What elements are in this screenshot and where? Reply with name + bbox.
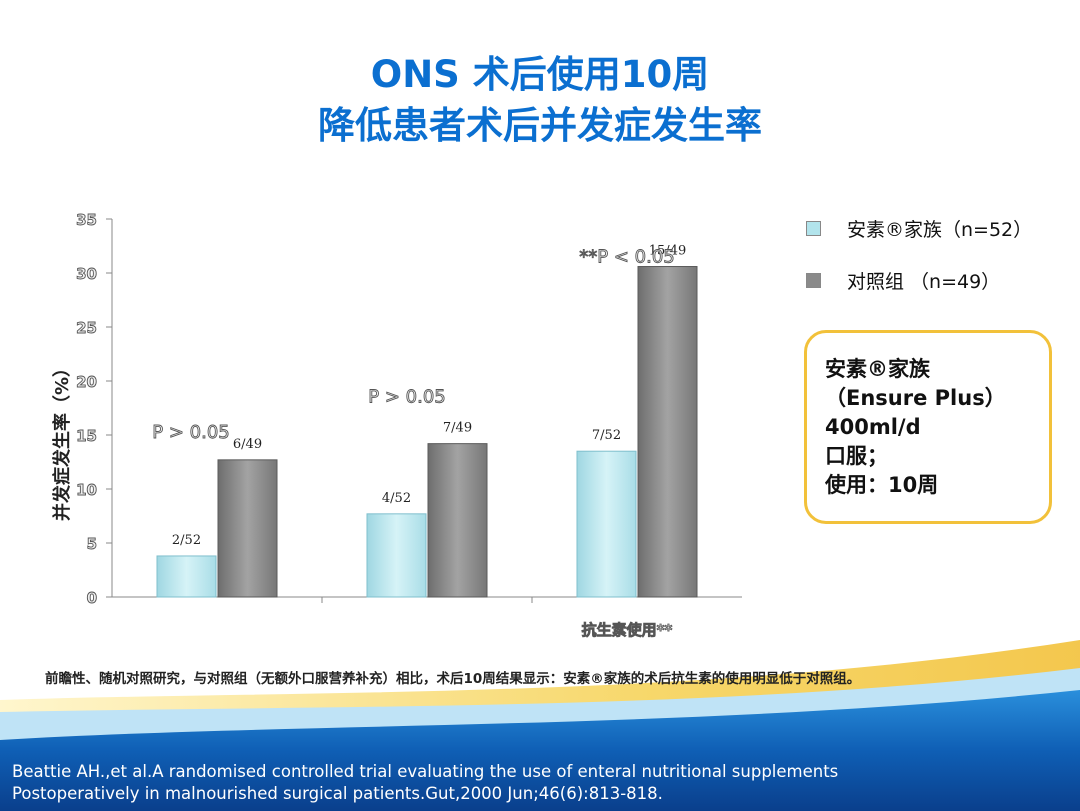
y-tick-label: 25	[76, 319, 97, 337]
page-title-line-1: ONS 术后使用10周	[370, 53, 710, 96]
bar-control-2	[637, 266, 698, 598]
bar-ensure-1	[366, 513, 427, 598]
bar-control-0	[217, 459, 278, 598]
x-axis: 抗生素使用**	[112, 596, 742, 639]
p-value-label: P > 0.05	[152, 422, 229, 443]
note-line-2: （Ensure Plus）	[825, 386, 1006, 410]
y-tick-label: 10	[76, 481, 97, 499]
y-axis-label: 并发症发生率（%）	[51, 359, 73, 521]
y-tick-label: 30	[76, 265, 97, 283]
bar-control-1	[427, 443, 488, 598]
legend-item-control: 对照组 （n=49）	[806, 268, 1001, 293]
regimen-note-box: 安素®家族 （Ensure Plus） 400ml/d 口服； 使用：10周	[804, 330, 1052, 524]
y-tick-label: 15	[76, 427, 97, 445]
note-line-1: 安素®家族	[825, 357, 930, 381]
legend-label-ensure: 安素®家族（n=52）	[847, 218, 1033, 241]
bar-data-label: 7/52	[592, 428, 621, 443]
p-value-label: P > 0.05	[368, 387, 445, 408]
legend-label-control: 对照组 （n=49）	[847, 270, 1001, 293]
y-axis: 0 5 10 15 20 25 30 35	[76, 211, 113, 607]
bar-data-label: 15/49	[649, 244, 686, 259]
note-line-4: 口服；	[825, 444, 888, 468]
legend-swatch-ensure	[806, 220, 821, 236]
bar-data-label: 7/49	[443, 421, 472, 436]
bar-ensure-2	[576, 450, 637, 598]
y-tick-label: 5	[87, 535, 97, 553]
y-tick-label: 20	[76, 373, 97, 391]
footer-blue-wave	[0, 690, 1080, 811]
citation-line-1: Beattie AH.,et al.A randomised controlle…	[12, 762, 839, 781]
study-summary: 前瞻性、随机对照研究，与对照组（无额外口服营养补充）相比，术后10周结果显示：安…	[45, 671, 861, 687]
page-title-line-2: 降低患者术后并发症发生率	[318, 104, 762, 147]
bar-data-label: 4/52	[382, 491, 411, 506]
note-line-3: 400ml/d	[825, 415, 921, 439]
citation: Beattie AH.,et al.A randomised controlle…	[12, 761, 838, 805]
bar-ensure-0	[156, 555, 217, 598]
bars: 2/52 6/49 P > 0.05 4/52 7/49 P > 0.05 7/52 15/4…	[152, 244, 698, 598]
p-value-label: **P < 0.05	[579, 247, 674, 268]
legend-item-ensure: 安素®家族（n=52）	[806, 216, 1033, 241]
bar-data-label: 2/52	[172, 533, 201, 548]
y-tick-label: 0	[87, 589, 97, 607]
legend-swatch-control	[806, 272, 821, 288]
x-category-label: 抗生素使用**	[582, 621, 673, 639]
bar-chart: 0 5 10 15 20 25 30 35 抗生素使用** 2/52 6/49 P > 0.05 4…	[51, 211, 742, 639]
note-line-5: 使用：10周	[825, 473, 939, 497]
bar-data-label: 6/49	[233, 437, 262, 452]
y-tick-label: 35	[76, 211, 97, 229]
citation-line-2: Postoperatively in malnourished surgical…	[12, 784, 663, 803]
